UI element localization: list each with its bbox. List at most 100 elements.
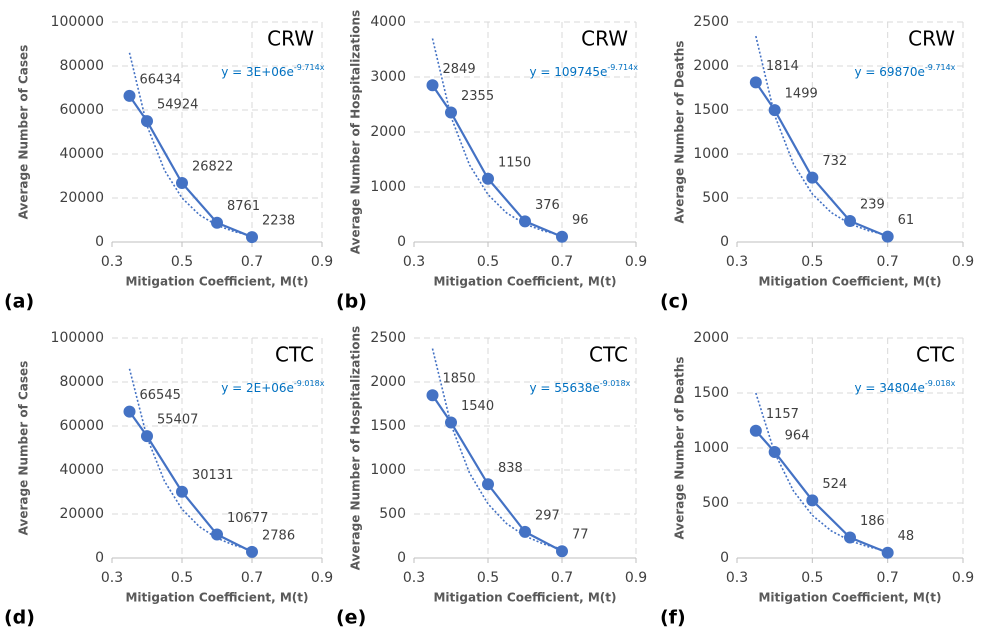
- data-label: 1540: [461, 399, 494, 414]
- marker: [426, 79, 439, 92]
- y-tick-label: 60000: [59, 418, 104, 434]
- equation: y = 69870e-9.714x: [855, 63, 956, 79]
- equation-exponent: -9.018x: [294, 379, 325, 388]
- y-tick-label: 1500: [693, 385, 729, 401]
- x-tick-label: 0.7: [877, 254, 899, 270]
- marker: [123, 89, 136, 102]
- marker: [556, 230, 568, 243]
- panel: 0 500 1000 1500 2000 2500 0.3 0.5 0.7 0.9 1814 1499…: [660, 14, 974, 313]
- y-tick-label: 0: [95, 550, 104, 566]
- x-axis-label: Mitigation Coefficient, M(t): [125, 275, 308, 289]
- y-tick-label: 20000: [59, 190, 104, 206]
- data-label: 66434: [140, 72, 181, 87]
- x-axis-label: Mitigation Coefficient, M(t): [125, 591, 308, 605]
- data-label: 376: [535, 198, 560, 213]
- y-axis-label: Average Number of Cases: [17, 361, 31, 536]
- data-label: 186: [860, 514, 885, 529]
- equation-exponent: -9.018x: [600, 379, 631, 388]
- panel-label: (c): [660, 291, 689, 313]
- x-tick-label: 0.7: [551, 254, 573, 270]
- marker: [176, 485, 188, 498]
- x-tick-label: 0.7: [241, 254, 263, 270]
- marker: [141, 115, 153, 128]
- y-tick-label: 40000: [59, 146, 104, 162]
- marker: [749, 424, 762, 437]
- chart-title: CTC: [916, 343, 955, 367]
- y-tick-label: 2000: [693, 58, 729, 74]
- y-tick-label: 2000: [370, 374, 406, 390]
- data-label: 26822: [192, 159, 233, 174]
- data-label: 2355: [461, 89, 494, 104]
- data-label: 1150: [498, 155, 531, 170]
- trendline: [755, 392, 888, 552]
- equation: y = 3E+06e-9.714x: [221, 63, 325, 79]
- trendline: [431, 348, 563, 550]
- equation-base: y = 3E+06e: [221, 65, 294, 79]
- data-label: 54924: [157, 98, 198, 113]
- marker: [806, 171, 819, 184]
- data-label: 1157: [766, 407, 799, 422]
- data-label: 1499: [785, 87, 818, 102]
- x-tick-label: 0.5: [171, 254, 193, 270]
- data-label: 838: [498, 461, 523, 476]
- y-tick-label: 0: [397, 550, 406, 566]
- marker: [556, 545, 568, 558]
- marker: [768, 445, 781, 458]
- marker: [445, 106, 457, 119]
- data-label: 524: [822, 477, 847, 492]
- marker: [445, 416, 457, 429]
- panel: 0 500 1000 1500 2000 2500 0.3 0.5 0.7 0.9 1850 1540…: [336, 326, 647, 629]
- equation-exponent: -9.714x: [607, 63, 638, 72]
- data-label: 2238: [262, 214, 295, 229]
- x-tick-label: 0.9: [311, 570, 333, 586]
- marker: [881, 546, 894, 559]
- x-tick-label: 0.9: [952, 570, 974, 586]
- marker: [176, 176, 188, 189]
- y-tick-label: 3000: [370, 69, 406, 85]
- y-tick-label: 500: [379, 506, 406, 522]
- marker: [519, 215, 531, 228]
- y-tick-label: 80000: [59, 374, 104, 390]
- chart-title: CTC: [275, 343, 314, 367]
- trendline: [128, 368, 253, 551]
- x-tick-label: 0.7: [877, 570, 899, 586]
- y-tick-label: 20000: [59, 506, 104, 522]
- data-label: 964: [785, 428, 810, 443]
- y-tick-label: 40000: [59, 462, 104, 478]
- marker: [246, 545, 258, 558]
- data-label: 66545: [140, 388, 181, 403]
- marker: [482, 478, 494, 491]
- y-tick-label: 100000: [51, 330, 104, 346]
- y-tick-label: 60000: [59, 102, 104, 118]
- x-tick-label: 0.7: [551, 570, 573, 586]
- equation: y = 55638e-9.018x: [529, 379, 630, 395]
- chart-title: CRW: [267, 27, 314, 51]
- panel: 0 20000 40000 60000 80000 100000 0.3 0.5 0.7 0.9 6…: [4, 330, 333, 629]
- y-tick-label: 100000: [51, 14, 104, 30]
- x-tick-label: 0.3: [403, 254, 425, 270]
- x-tick-label: 0.5: [477, 570, 499, 586]
- y-tick-label: 1000: [693, 146, 729, 162]
- marker: [768, 104, 781, 117]
- data-label: 48: [898, 529, 915, 544]
- y-axis-label: Average Number of Deaths: [673, 357, 687, 540]
- x-tick-label: 0.5: [477, 254, 499, 270]
- y-tick-label: 0: [397, 234, 406, 250]
- marker: [482, 172, 494, 185]
- data-label: 77: [572, 528, 589, 543]
- marker: [426, 389, 439, 402]
- x-tick-label: 0.9: [625, 254, 647, 270]
- panel: 0 1000 2000 3000 4000 0.3 0.5 0.7 0.9 2849 2355 115…: [336, 10, 647, 313]
- marker: [749, 76, 762, 89]
- data-label: 30131: [192, 468, 233, 483]
- y-tick-label: 2000: [693, 330, 729, 346]
- marker: [211, 528, 223, 541]
- panel-label: (f): [660, 607, 686, 629]
- panel-label: (a): [4, 291, 34, 313]
- equation-base: y = 2E+06e: [221, 381, 294, 395]
- data-label: 8761: [227, 199, 260, 214]
- x-axis-label: Mitigation Coefficient, M(t): [758, 275, 941, 289]
- marker: [246, 231, 258, 244]
- equation-base: y = 69870e: [855, 65, 925, 79]
